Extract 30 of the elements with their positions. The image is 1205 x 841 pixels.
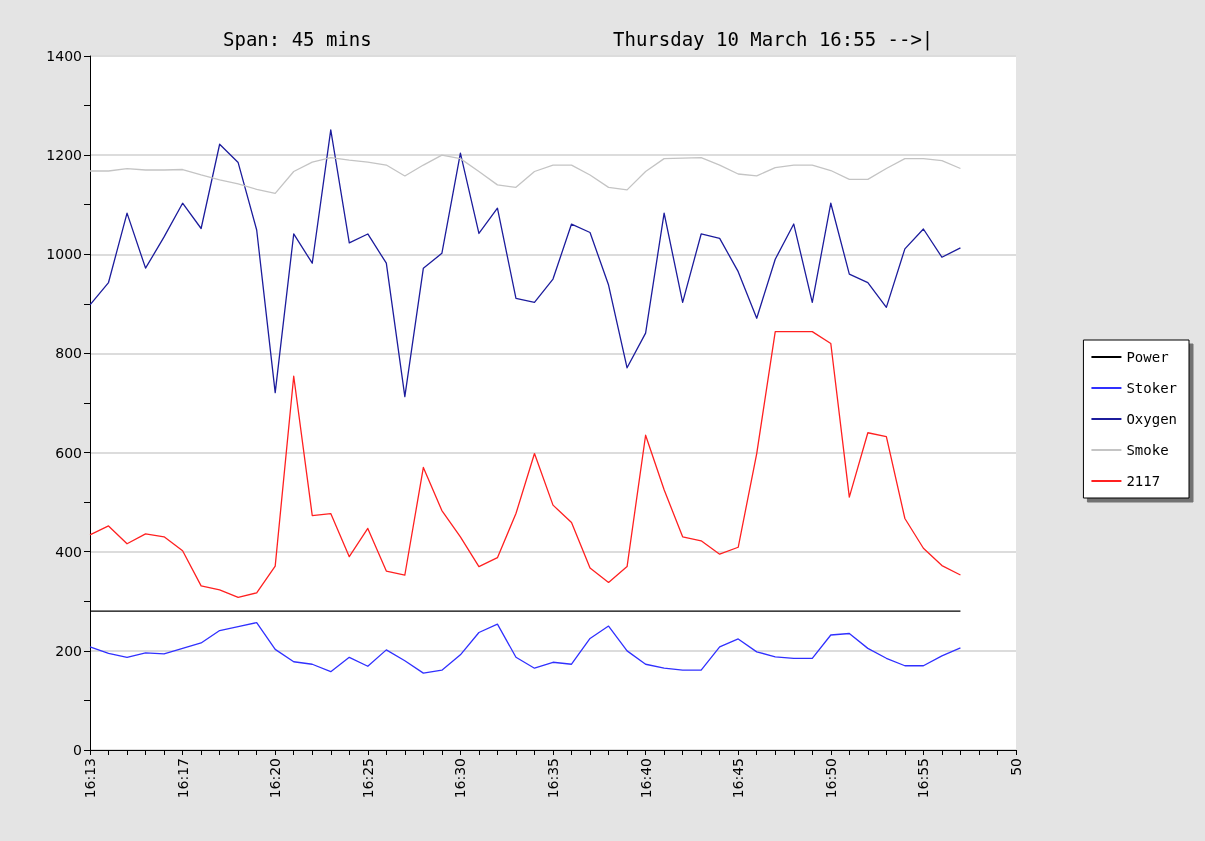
- legend-label: Stoker: [1126, 380, 1178, 396]
- y-tick-label: 400: [55, 543, 82, 560]
- y-tick-label: 1000: [46, 246, 82, 263]
- x-tick-label: 16:50: [822, 758, 839, 799]
- line-series: [89, 129, 962, 398]
- line-series: [89, 154, 962, 194]
- x-tick-label: 50: [1008, 758, 1024, 776]
- x-tick-label: 16:35: [545, 758, 561, 799]
- x-tick-label: 16:17: [174, 758, 191, 799]
- line-series: [89, 621, 962, 674]
- x-tick-label: 16:40: [637, 758, 654, 799]
- chart-title: Span: 45 mins: [223, 27, 372, 50]
- legend-label: 2117: [1126, 473, 1161, 489]
- legend-label: Oxygen: [1126, 411, 1178, 427]
- x-tick-label: 16:25: [359, 758, 376, 799]
- y-tick-label: 200: [55, 642, 82, 659]
- x-tick-label: 16:55: [915, 758, 932, 799]
- legend-label: Power: [1126, 349, 1169, 365]
- legend-label: Smoke: [1126, 442, 1169, 458]
- x-tick-label: 16:13: [82, 758, 98, 799]
- x-tick-label: 16:20: [267, 758, 284, 799]
- x-tick-label: 16:30: [452, 758, 469, 799]
- y-tick-label: 0: [73, 742, 82, 758]
- y-tick-label: 600: [55, 444, 82, 461]
- chart-subtitle: Thursday 10 March 16:55 -->|: [613, 27, 934, 51]
- y-tick-label: 1200: [46, 147, 82, 164]
- x-tick-label: 16:45: [730, 758, 747, 799]
- y-tick-label: 1400: [46, 48, 82, 64]
- y-tick-label: 800: [55, 345, 82, 362]
- line-series: [89, 330, 962, 598]
